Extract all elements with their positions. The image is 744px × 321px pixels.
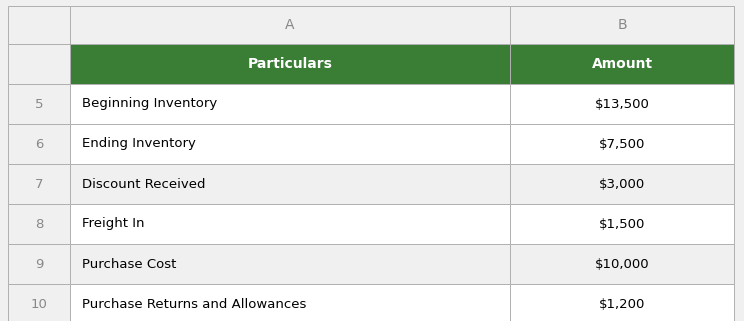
Text: Beginning Inventory: Beginning Inventory (82, 98, 217, 110)
Bar (70, 204, 510, 244)
Bar (8, 84, 70, 124)
Text: $13,500: $13,500 (594, 98, 650, 110)
Bar (510, 204, 734, 244)
Text: $3,000: $3,000 (599, 178, 645, 190)
Bar (8, 284, 70, 321)
Bar (70, 44, 510, 84)
Bar (70, 124, 510, 164)
Text: Ending Inventory: Ending Inventory (82, 137, 196, 151)
Text: Freight In: Freight In (82, 218, 144, 230)
Text: Particulars: Particulars (248, 57, 333, 71)
Bar (510, 124, 734, 164)
Bar (510, 84, 734, 124)
Text: Amount: Amount (591, 57, 652, 71)
Bar (70, 84, 510, 124)
Text: $1,500: $1,500 (599, 218, 645, 230)
Bar (510, 6, 734, 44)
Text: 6: 6 (35, 137, 43, 151)
Bar (8, 44, 70, 84)
Text: Purchase Cost: Purchase Cost (82, 257, 176, 271)
Bar (8, 204, 70, 244)
Bar (510, 164, 734, 204)
Bar (70, 244, 510, 284)
Text: 9: 9 (35, 257, 43, 271)
Bar (70, 6, 510, 44)
Bar (8, 244, 70, 284)
Text: Discount Received: Discount Received (82, 178, 205, 190)
Text: 7: 7 (35, 178, 43, 190)
Bar (70, 284, 510, 321)
Bar (510, 284, 734, 321)
Text: $1,200: $1,200 (599, 298, 645, 310)
Text: Purchase Returns and Allowances: Purchase Returns and Allowances (82, 298, 307, 310)
Text: B: B (618, 18, 626, 32)
Bar (8, 6, 70, 44)
Text: $7,500: $7,500 (599, 137, 645, 151)
Text: 10: 10 (31, 298, 48, 310)
Text: A: A (285, 18, 295, 32)
Text: $10,000: $10,000 (594, 257, 650, 271)
Bar (8, 124, 70, 164)
Bar (510, 244, 734, 284)
Text: 5: 5 (35, 98, 43, 110)
Bar (510, 44, 734, 84)
Bar (70, 164, 510, 204)
Text: 8: 8 (35, 218, 43, 230)
Bar (8, 164, 70, 204)
